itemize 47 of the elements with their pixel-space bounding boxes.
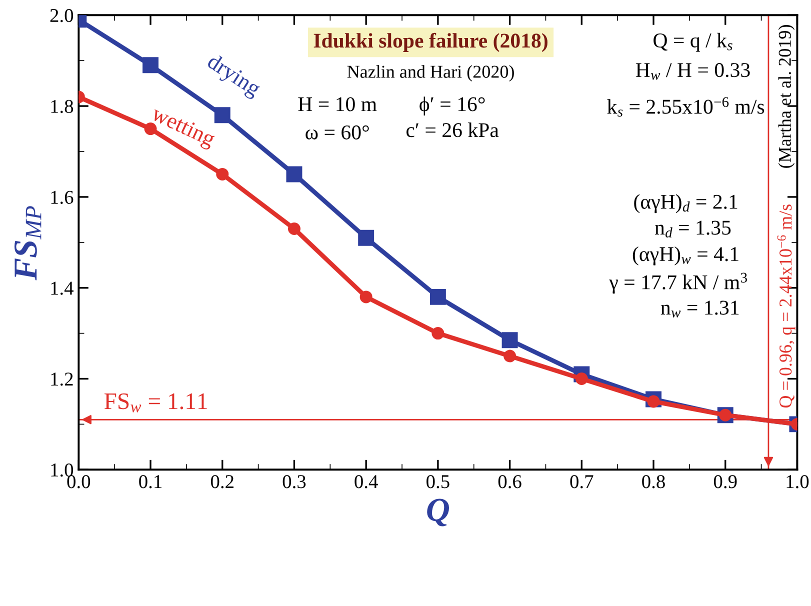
point — [504, 350, 516, 362]
annotation: k$_{s}$ = 2.55x10$^{−6}$ m/s — [607, 97, 764, 117]
ref-line-label: FS$_{w}$ = 1.11 — [104, 393, 207, 412]
point — [432, 327, 444, 340]
x-tick-label: 0.6 — [498, 475, 522, 488]
y-tick-label: 1.4 — [51, 282, 74, 295]
point — [502, 332, 518, 348]
x-tick-label: 0.1 — [139, 475, 162, 488]
x-tick-label: 0.5 — [426, 475, 450, 488]
x-tick-label: 0.8 — [642, 475, 665, 488]
x-tick-label: 0.2 — [210, 475, 234, 488]
point — [430, 288, 446, 305]
ref-line-label: Q = 0.96, q = 2.44x10$^{−6}$ m/s — [777, 204, 796, 408]
x-axis-title: Q — [427, 498, 450, 526]
annotation: H$_{w}$ / H = 0.33 — [636, 63, 750, 80]
y-tick-label: 1.0 — [51, 463, 74, 477]
point — [142, 57, 159, 74]
x-tick-label: 0.9 — [714, 475, 737, 488]
y-axis-title: FS$_{MP}$ — [14, 206, 42, 280]
annotation: c′ = 26 kPa — [406, 122, 499, 138]
x-tick-label: 0.7 — [570, 475, 594, 488]
x-tick-label: 1.0 — [786, 475, 809, 488]
annotation: ϕ′ = 16° — [420, 96, 485, 116]
x-tick-label: 0.0 — [67, 475, 90, 488]
annotation: γ = 17.7 kN / m$^{3}$ — [609, 272, 747, 294]
point — [216, 168, 229, 180]
point — [360, 290, 372, 304]
x-tick-label: 0.4 — [354, 475, 378, 488]
text: Idukki slope failure (2018) — [314, 32, 548, 52]
text: Nazlin and Hari (2020) — [347, 65, 514, 82]
annotation: (Martha et al. 2019) — [778, 25, 795, 168]
y-tick-label: 1.6 — [51, 190, 74, 204]
point — [288, 222, 300, 236]
annotation: ω = 60° — [306, 125, 369, 140]
annotation: n$_{w}$ = 1.31 — [660, 300, 739, 318]
y-tick-label: 1.2 — [51, 372, 73, 386]
point — [286, 166, 302, 182]
annotation: (αγH)$_{d}$ = 2.1 — [634, 194, 738, 214]
annotation: (αγH)$_{w}$ = 4.1 — [632, 246, 738, 266]
annotation: n$_{d}$ = 1.35 — [654, 220, 731, 238]
annotation: Q = q / k$_{s}$ — [654, 32, 732, 52]
y-tick-label: 1.8 — [51, 100, 74, 114]
annotation: H = 10 m — [298, 97, 377, 112]
point — [214, 107, 230, 124]
x-tick-label: 0.3 — [282, 475, 306, 488]
point — [358, 230, 374, 246]
y-tick-label: 2.0 — [50, 8, 74, 22]
